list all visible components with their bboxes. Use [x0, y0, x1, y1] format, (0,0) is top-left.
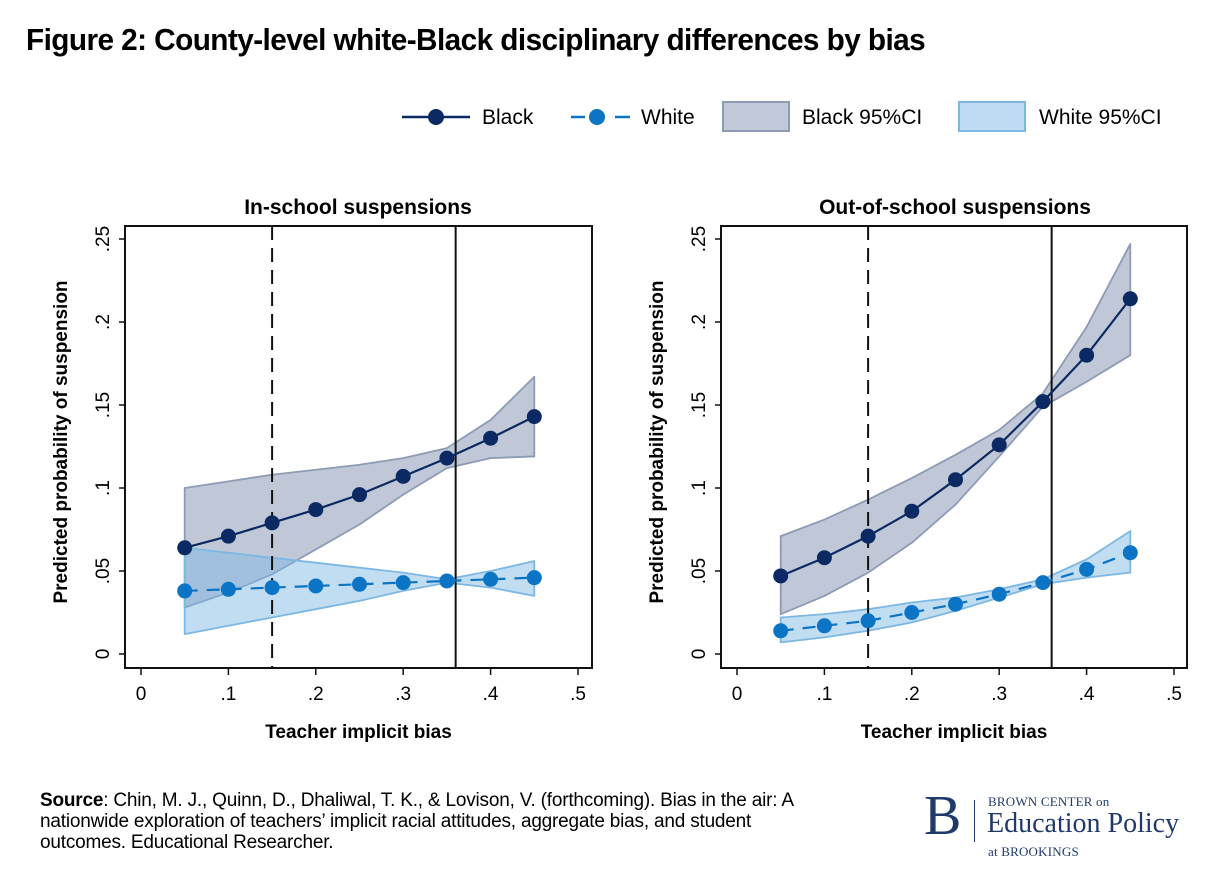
y-tick-label: .1 — [689, 480, 710, 496]
black-point — [816, 550, 832, 566]
x-tick-label: .1 — [220, 684, 236, 705]
plot-frame — [720, 225, 1188, 669]
black-point — [526, 409, 542, 425]
logo-mark: B — [924, 785, 962, 847]
y-axis-label: Predicted probability of suspension — [51, 280, 72, 603]
black-point — [773, 568, 789, 584]
white-point — [483, 571, 499, 587]
legend: Black White Black 95%CI White 95%CI — [402, 101, 1162, 132]
source-label: Source — [40, 790, 104, 811]
logo-line-1: BROWN CENTER on — [988, 794, 1110, 809]
white-point — [991, 586, 1007, 602]
x-tick-label: .4 — [1079, 684, 1095, 705]
black-point — [177, 540, 193, 556]
white-point — [904, 605, 920, 620]
white-point — [177, 583, 193, 599]
white-point — [948, 596, 963, 612]
legend-label-black-ci: Black 95%CI — [802, 106, 922, 129]
x-tick-label: .1 — [816, 684, 832, 705]
x-tick-label: .3 — [395, 684, 411, 705]
y-tick-label: .05 — [689, 558, 710, 584]
brown-center-logo: B BROWN CENTER on Education Policy at BR… — [924, 786, 1214, 862]
legend-white-marker — [589, 109, 605, 125]
white-point — [773, 623, 789, 639]
black-point — [1035, 394, 1051, 410]
black-point — [1079, 347, 1095, 363]
white-point — [816, 618, 832, 634]
black-point — [991, 437, 1007, 453]
x-tick-label: .2 — [904, 684, 920, 705]
white-point — [308, 578, 324, 594]
black-point — [439, 450, 455, 466]
white-point — [439, 573, 455, 589]
x-tick-label: .3 — [991, 684, 1007, 705]
white-point — [860, 613, 876, 629]
source-note: Source: Chin, M. J., Quinn, D., Dhaliwal… — [40, 790, 840, 853]
white-series-line — [184, 576, 535, 593]
black-point — [483, 430, 499, 446]
x-tick-label: .2 — [308, 684, 324, 705]
x-axis-label: Teacher implicit bias — [861, 722, 1048, 743]
legend-white-ci-swatch — [958, 101, 1026, 132]
source-citation: : Chin, M. J., Quinn, D., Dhaliwal, T. K… — [40, 790, 793, 853]
white-point — [1079, 561, 1095, 577]
x-tick-label: 0 — [136, 684, 147, 705]
y-tick-label: .05 — [93, 558, 114, 584]
plot-frame — [124, 225, 593, 669]
legend-label-black: Black — [482, 106, 534, 129]
white-point — [1035, 575, 1051, 591]
logo-line-2: Education Policy — [987, 808, 1180, 839]
black-point — [220, 528, 236, 544]
y-tick-label: .1 — [93, 480, 114, 496]
black-point — [395, 468, 411, 484]
y-tick-label: .15 — [93, 392, 114, 418]
white-point — [526, 570, 542, 586]
logo-line-3: at BROOKINGS — [988, 844, 1079, 859]
white-point — [264, 580, 280, 596]
y-tick-label: .25 — [93, 226, 114, 252]
y-tick-label: .2 — [689, 314, 710, 330]
y-tick-label: .2 — [93, 314, 114, 330]
figure-title: Figure 2: County-level white-Black disci… — [26, 22, 926, 57]
y-tick-label: 0 — [689, 649, 710, 660]
y-axis-label: Predicted probability of suspension — [647, 280, 668, 603]
legend-black-marker — [428, 109, 444, 125]
panel-in-school: In-school suspensions 0 .05 .1 .15 .2 .25 0 .1 .2… — [51, 196, 593, 743]
panel-out-of-school: Out-of-school suspensions 0 .05 .1 .15 .2 .25 0… — [647, 196, 1188, 743]
x-tick-label: 0 — [732, 684, 743, 705]
black-point — [352, 487, 367, 503]
white-point — [1122, 545, 1138, 561]
legend-label-white-ci: White 95%CI — [1039, 106, 1162, 129]
panel-title: In-school suspensions — [244, 196, 472, 219]
x-tick-label: .5 — [1166, 684, 1182, 705]
panel-title: Out-of-school suspensions — [819, 196, 1091, 219]
y-tick-label: 0 — [93, 649, 114, 660]
x-tick-label: .5 — [570, 684, 586, 705]
x-axis-label: Teacher implicit bias — [265, 722, 452, 743]
legend-label-white: White — [641, 106, 695, 129]
black-ci-band — [779, 243, 1132, 616]
black-point — [264, 515, 280, 531]
x-tick-label: .4 — [483, 684, 499, 705]
logo-divider — [974, 800, 975, 842]
legend-black-ci-swatch — [722, 101, 790, 132]
white-point — [220, 581, 236, 597]
white-point — [395, 575, 411, 591]
black-point — [948, 472, 963, 488]
black-point — [904, 503, 920, 519]
y-tick-label: .15 — [689, 392, 710, 418]
black-point — [1122, 291, 1138, 307]
y-tick-label: .25 — [689, 226, 710, 252]
black-point — [860, 528, 876, 544]
black-point — [308, 502, 324, 518]
white-point — [352, 576, 367, 592]
